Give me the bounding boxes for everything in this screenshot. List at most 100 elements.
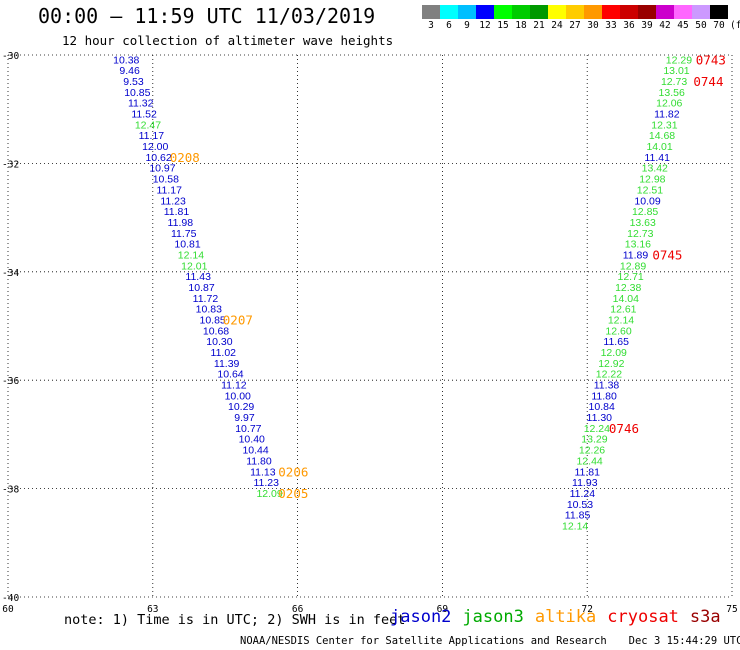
footer-timestamp: Dec 3 15:44:29 UTC 2019 <box>628 635 740 647</box>
track-east-value: 13.01 <box>663 65 689 77</box>
track-west-value: 10.77 <box>235 423 261 435</box>
pass-time-label: 0206 <box>278 464 308 479</box>
track-east-value: 11.38 <box>594 380 620 392</box>
scale-label: 18 <box>515 20 527 31</box>
track-west-value: 10.87 <box>188 282 214 294</box>
scale-swatch <box>476 5 494 19</box>
track-west-value: 9.46 <box>119 65 140 77</box>
track-west-value: 10.81 <box>174 239 200 251</box>
track-east-value: 11.65 <box>603 336 629 348</box>
scale-label: 6 <box>446 20 452 31</box>
scale-swatch <box>602 5 620 19</box>
scale-label: 27 <box>569 20 581 31</box>
scale-cell: 45 <box>674 5 692 31</box>
track-east-value: 12.29 <box>666 54 692 66</box>
legend-jason3: jason3 <box>462 607 524 627</box>
scale-cell: 15 <box>494 5 512 31</box>
track-west-value: 10.85 <box>200 314 226 326</box>
track-west-value: 11.72 <box>193 293 219 305</box>
track-west-value: 12.14 <box>178 249 204 261</box>
y-tick-label: -34 <box>2 268 19 279</box>
track-west-value: 11.12 <box>221 380 247 392</box>
scale-label: 39 <box>641 20 653 31</box>
pass-time-label: 0208 <box>170 150 200 165</box>
track-east-value: 12.51 <box>637 184 663 196</box>
track-west-value: 10.00 <box>225 390 251 402</box>
scale-unit: (ft) <box>730 20 740 31</box>
track-east-value: 13.56 <box>659 87 685 99</box>
track-east-value: 12.85 <box>632 206 658 218</box>
track-east-value: 10.53 <box>567 499 593 511</box>
track-east-value: 14.68 <box>649 130 675 142</box>
scale-swatch <box>638 5 656 19</box>
track-east-value: 11.81 <box>574 466 600 478</box>
track-west-value: 11.80 <box>246 455 272 467</box>
scale-cell: 30 <box>584 5 602 31</box>
track-east-value: 13.16 <box>625 239 651 251</box>
track-west-value: 11.23 <box>160 195 186 207</box>
chart-subtitle: 12 hour collection of altimeter wave hei… <box>62 33 394 48</box>
scale-cell: 70 <box>710 5 728 31</box>
track-east-value: 12.14 <box>562 520 588 532</box>
track-west-value: 11.02 <box>211 347 237 359</box>
track-west-value: 10.44 <box>242 445 268 457</box>
scale-label: 9 <box>464 20 470 31</box>
y-tick-label: -32 <box>2 159 19 170</box>
track-east-value: 12.06 <box>656 98 682 110</box>
x-tick-label: 60 <box>2 604 14 615</box>
track-east-value: 12.60 <box>605 325 631 337</box>
track-east-value: 13.63 <box>630 217 656 229</box>
legend-jason2: jason2 <box>390 607 452 627</box>
track-east-value: 11.41 <box>644 152 670 164</box>
track-west-value: 10.97 <box>149 163 175 175</box>
track-west-value: 10.64 <box>217 369 243 381</box>
scale-cell: 39 <box>638 5 656 31</box>
track-east-value: 12.24 <box>584 423 610 435</box>
scale-label: 30 <box>587 20 599 31</box>
track-west-value: 10.30 <box>206 336 232 348</box>
scale-label: 15 <box>497 20 509 31</box>
track-east-value: 12.73 <box>627 228 653 240</box>
scale-swatch <box>494 5 512 19</box>
track-west-value: 9.97 <box>234 412 255 424</box>
track-west-value: 10.62 <box>145 152 171 164</box>
scale-label: 45 <box>677 20 689 31</box>
scale-swatch <box>512 5 530 19</box>
track-west-value: 11.81 <box>164 206 190 218</box>
scale-swatch <box>674 5 692 19</box>
scale-cell: 12 <box>476 5 494 31</box>
track-west-value: 11.32 <box>128 98 154 110</box>
track-east-value: 12.73 <box>661 76 687 88</box>
track-east-value: 11.80 <box>591 390 617 402</box>
scale-swatch <box>584 5 602 19</box>
pass-time-label: 0745 <box>652 247 682 262</box>
x-tick-label: 75 <box>726 604 737 615</box>
track-west-value: 10.68 <box>203 325 229 337</box>
track-west-value: 11.17 <box>156 184 182 196</box>
track-west-value: 12.01 <box>181 260 207 272</box>
track-east-value: 12.26 <box>579 445 605 457</box>
scale-swatch <box>656 5 674 19</box>
track-east-value: 14.04 <box>613 293 639 305</box>
legend-altika: altika <box>534 607 597 627</box>
track-west-value: 10.83 <box>196 304 222 316</box>
y-tick-label: -38 <box>2 485 19 496</box>
track-east-value: 13.29 <box>581 434 607 446</box>
track-west-value: 12.00 <box>142 141 168 153</box>
pass-time-label: 0205 <box>278 486 308 501</box>
track-west-value: 11.13 <box>250 466 276 478</box>
scale-cell: 33 <box>602 5 620 31</box>
satellite-legend: jason2 jason3 altika cryosat s3a <box>390 607 721 627</box>
y-tick-label: -30 <box>2 51 19 62</box>
legend-s3a: s3a <box>689 607 721 627</box>
track-east-value: 14.01 <box>646 141 672 153</box>
footer-organization: NOAA/NESDIS Center for Satellite Applica… <box>240 635 607 647</box>
track-west-value: 11.23 <box>253 477 279 489</box>
scale-swatch <box>530 5 548 19</box>
track-east-value: 12.98 <box>639 174 665 186</box>
pass-time-label: 0743 <box>696 52 726 67</box>
scale-label: 70 <box>713 20 725 31</box>
track-west-value: 12.09 <box>256 488 282 500</box>
scale-cell: 6 <box>440 5 458 31</box>
